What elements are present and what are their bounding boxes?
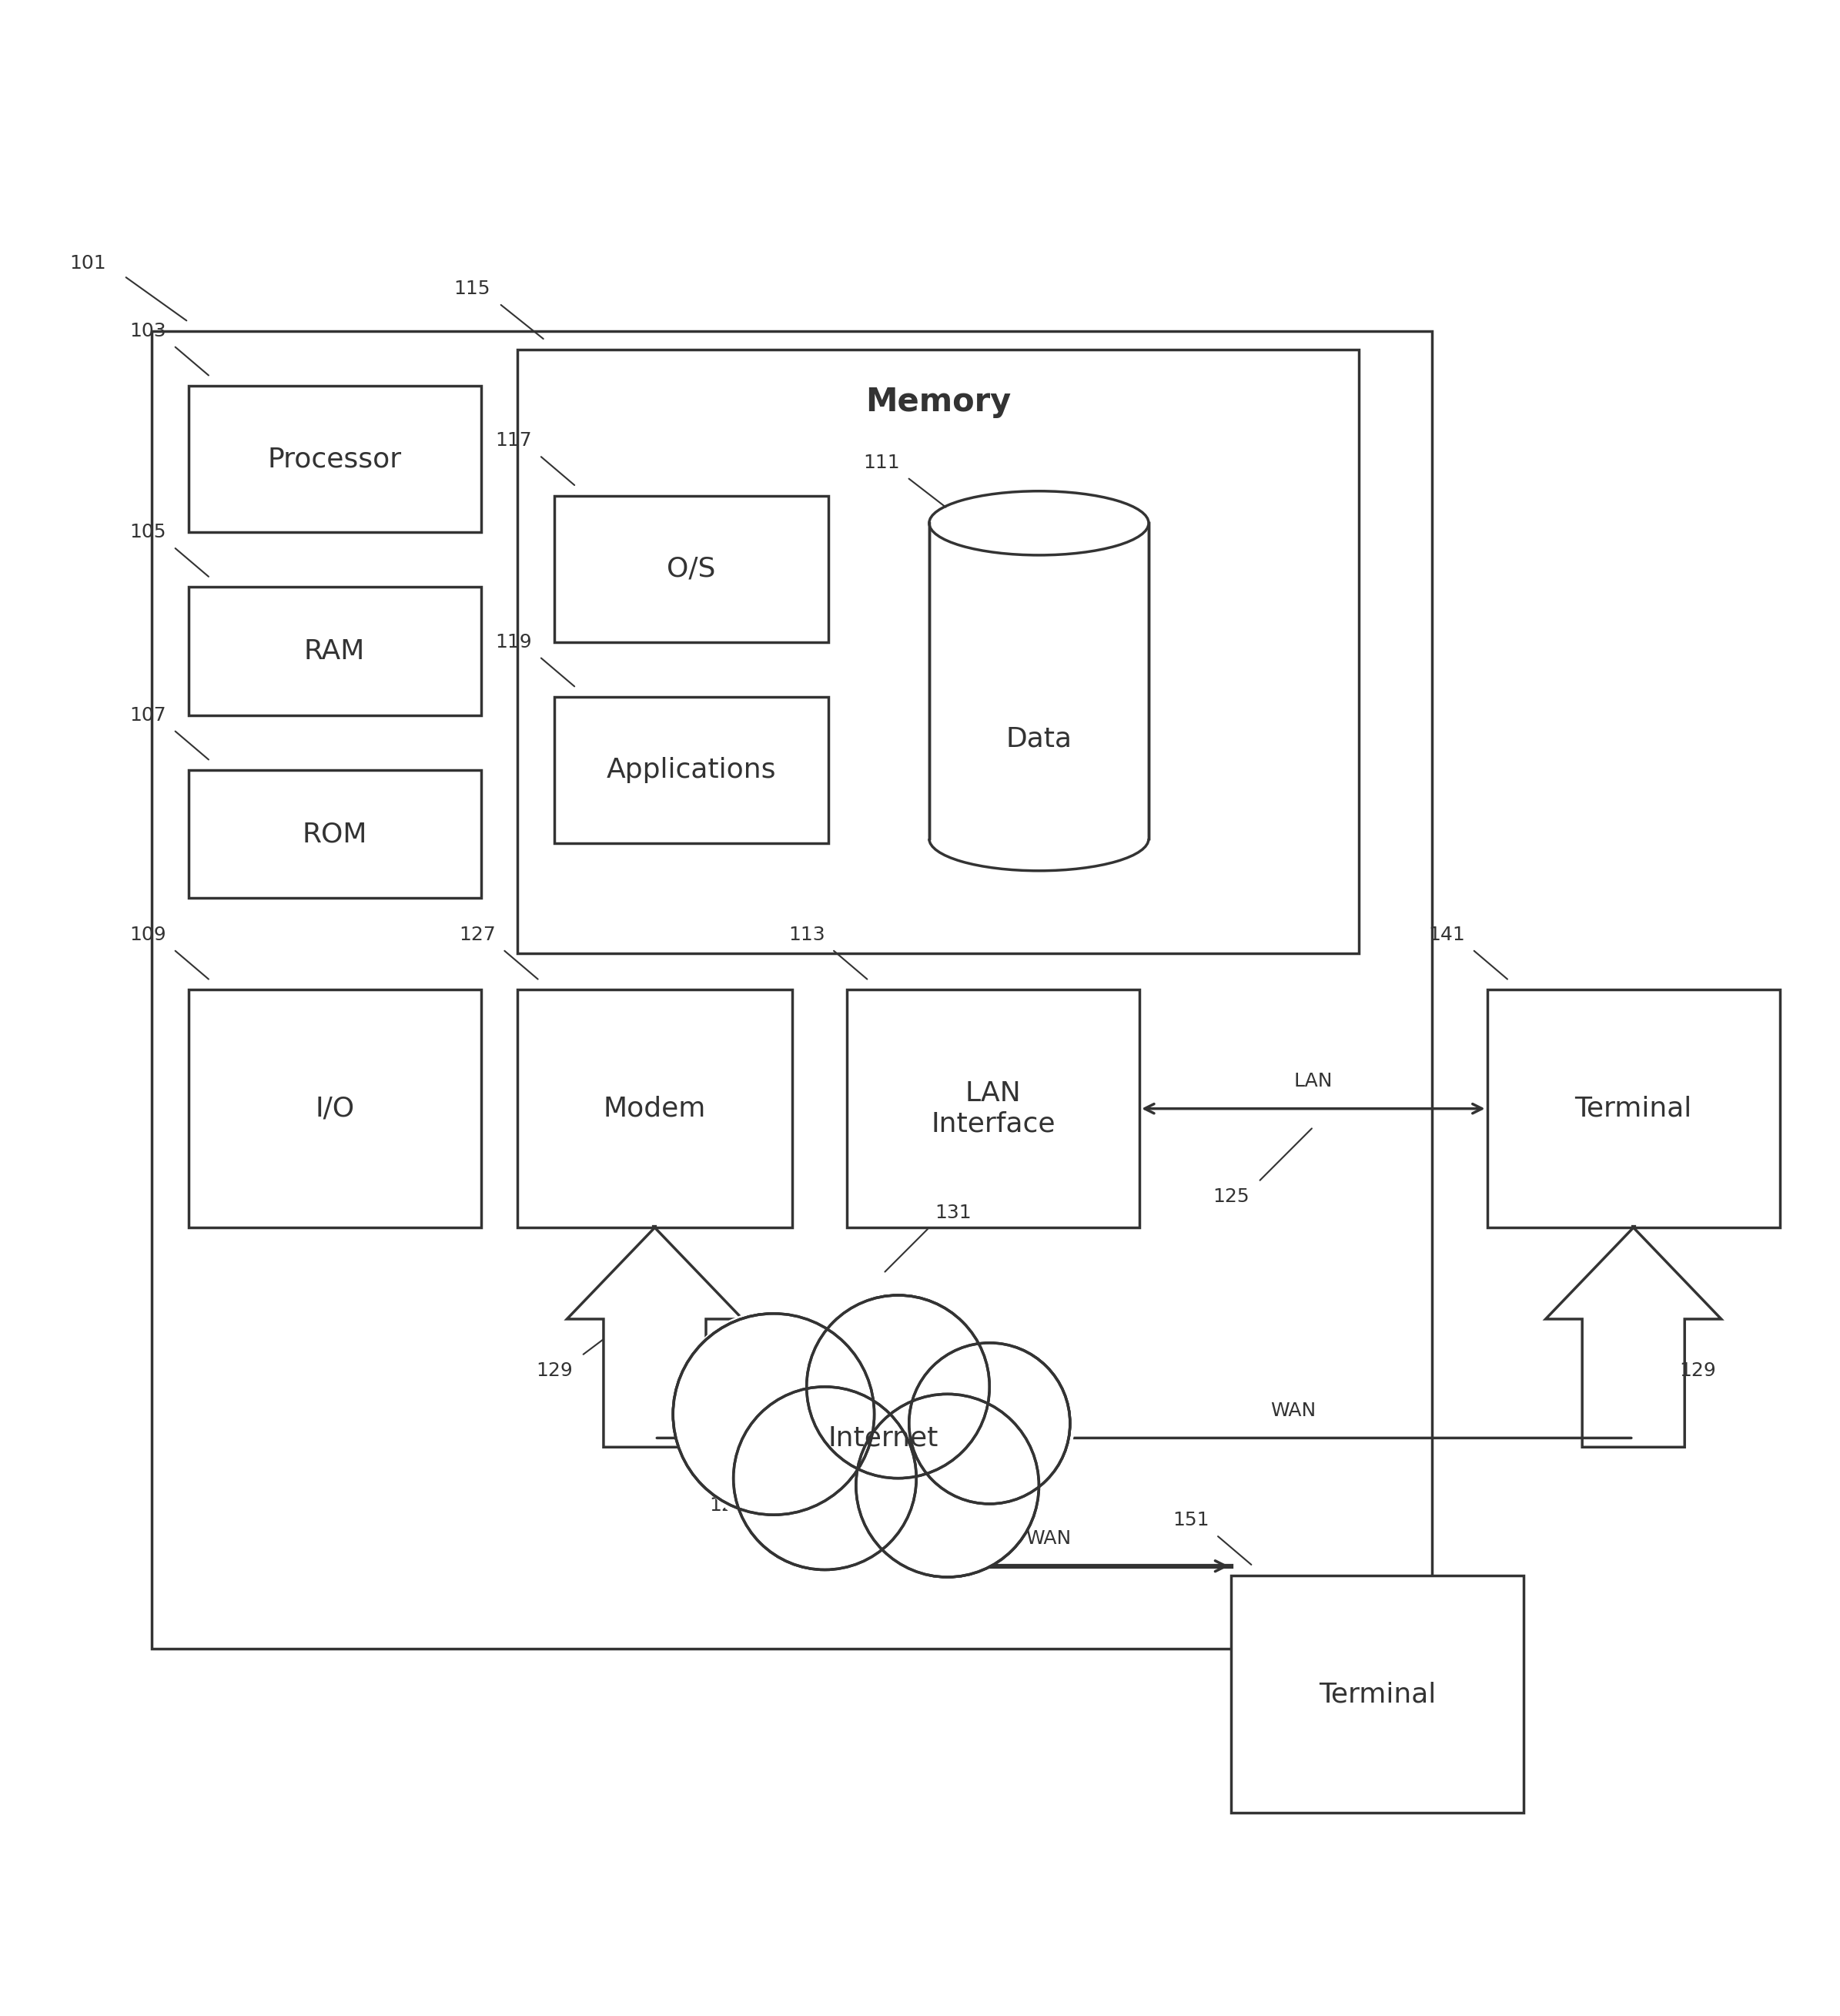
Circle shape (821, 1308, 975, 1464)
Circle shape (810, 1292, 994, 1474)
Text: 125: 125 (1213, 1187, 1249, 1206)
Circle shape (729, 1383, 911, 1566)
Text: Internet: Internet (828, 1425, 938, 1452)
Polygon shape (776, 1447, 953, 1548)
FancyBboxPatch shape (517, 990, 791, 1228)
Text: RAM: RAM (304, 639, 364, 665)
Text: 151: 151 (1172, 1512, 1209, 1530)
Circle shape (673, 1314, 874, 1514)
Text: 131: 131 (935, 1204, 972, 1222)
FancyBboxPatch shape (554, 698, 828, 843)
Text: 129: 129 (535, 1361, 572, 1379)
FancyBboxPatch shape (517, 349, 1360, 954)
Text: Terminal: Terminal (1319, 1681, 1435, 1708)
Circle shape (734, 1387, 916, 1570)
Text: 105: 105 (131, 522, 166, 542)
Circle shape (909, 1343, 1071, 1504)
Text: 101: 101 (70, 254, 107, 272)
Text: ROM: ROM (302, 821, 368, 847)
Circle shape (810, 1264, 957, 1411)
Circle shape (856, 1395, 1040, 1577)
Text: WAN: WAN (1270, 1401, 1316, 1419)
Text: 129: 129 (710, 1496, 747, 1514)
Text: 117: 117 (495, 431, 532, 450)
FancyBboxPatch shape (188, 990, 480, 1228)
Text: 129: 129 (1680, 1361, 1717, 1379)
FancyBboxPatch shape (846, 990, 1139, 1228)
Text: 119: 119 (495, 633, 532, 651)
Text: WAN: WAN (1025, 1530, 1071, 1548)
Circle shape (870, 1407, 1025, 1562)
Text: Applications: Applications (607, 758, 776, 784)
Polygon shape (1546, 1228, 1720, 1447)
Circle shape (856, 1393, 1040, 1574)
Polygon shape (929, 522, 1148, 839)
Text: O/S: O/S (666, 556, 716, 583)
Text: 127: 127 (458, 925, 495, 943)
Text: Modem: Modem (604, 1095, 707, 1121)
Circle shape (922, 1355, 1058, 1492)
FancyBboxPatch shape (1487, 990, 1779, 1228)
Text: I/O: I/O (315, 1095, 355, 1121)
Polygon shape (567, 1228, 743, 1447)
FancyBboxPatch shape (1231, 1574, 1524, 1812)
Text: Memory: Memory (865, 385, 1012, 417)
Circle shape (673, 1310, 874, 1512)
FancyBboxPatch shape (151, 331, 1432, 1649)
Text: 109: 109 (129, 925, 166, 943)
Text: 103: 103 (129, 323, 166, 341)
Circle shape (688, 1329, 859, 1500)
Text: WAN: WAN (694, 1401, 740, 1419)
Text: LAN: LAN (1294, 1073, 1332, 1091)
Polygon shape (673, 1294, 1071, 1577)
Text: Processor: Processor (267, 446, 401, 472)
Ellipse shape (929, 492, 1148, 554)
Text: 113: 113 (788, 925, 824, 943)
Text: 107: 107 (129, 706, 166, 724)
Ellipse shape (929, 806, 1148, 871)
Text: Data: Data (1006, 726, 1073, 752)
Text: LAN
Interface: LAN Interface (931, 1081, 1056, 1137)
Text: 111: 111 (863, 454, 900, 472)
Text: 141: 141 (1428, 925, 1465, 943)
FancyBboxPatch shape (554, 496, 828, 641)
FancyBboxPatch shape (188, 587, 480, 716)
FancyBboxPatch shape (188, 385, 480, 532)
Circle shape (911, 1337, 1076, 1502)
Circle shape (806, 1294, 990, 1478)
Circle shape (747, 1401, 903, 1556)
Text: Terminal: Terminal (1575, 1095, 1693, 1121)
FancyBboxPatch shape (188, 770, 480, 899)
Text: 115: 115 (453, 280, 489, 298)
